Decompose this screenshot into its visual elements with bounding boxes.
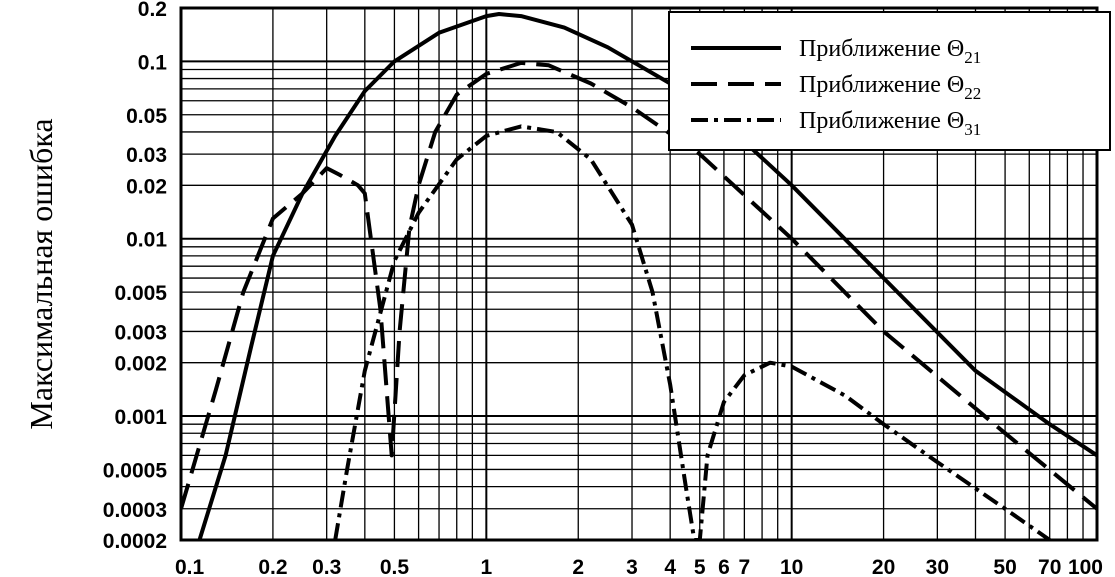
x-tick-label: 50 bbox=[993, 556, 1016, 577]
series-line-3 bbox=[333, 124, 1051, 540]
y-axis-label: Максимальная ошибка bbox=[23, 118, 59, 429]
x-tick-label: 0.3 bbox=[312, 556, 341, 577]
x-tick-label: 3 bbox=[626, 556, 638, 577]
y-tick-label: 0.01 bbox=[126, 229, 167, 252]
x-tick-labels: 0.1 0.2 0.3 0.5 1 2 3 4 5 6 7 10 20 30 50 70 100 bbox=[175, 556, 1103, 577]
y-tick-label: 0.05 bbox=[126, 105, 167, 128]
y-tick-label: 0.002 bbox=[114, 353, 167, 376]
x-tick-label: 4 bbox=[664, 556, 676, 577]
x-tick-label: 100 bbox=[1068, 556, 1103, 577]
x-tick-label: 0.1 bbox=[175, 556, 205, 577]
x-tick-label: 20 bbox=[872, 556, 895, 577]
y-tick-label: 0.005 bbox=[114, 282, 167, 305]
x-tick-label: 1 bbox=[480, 556, 492, 577]
y-tick-label: 0.0003 bbox=[103, 499, 167, 522]
x-tick-label: 6 bbox=[718, 556, 730, 577]
plot-frame bbox=[179, 6, 1099, 542]
legend-box bbox=[668, 11, 1111, 151]
x-tick-label: 5 bbox=[694, 556, 706, 577]
x-tick-label: 70 bbox=[1038, 556, 1061, 577]
x-tick-label: 10 bbox=[780, 556, 803, 577]
legend-label-2: Приближение Θ22 bbox=[799, 72, 981, 103]
y-tick-label: 0.1 bbox=[138, 51, 168, 74]
y-tick-label: 0.003 bbox=[114, 321, 167, 344]
x-tick-label: 7 bbox=[739, 556, 751, 577]
x-tick-label: 0.5 bbox=[380, 556, 410, 577]
legend: Приближение Θ21 Приближение Θ22 Приближени… bbox=[668, 11, 1111, 151]
y-tick-label: 0.0002 bbox=[103, 530, 167, 553]
series-lines bbox=[181, 12, 1097, 540]
series-line-2 bbox=[181, 60, 1097, 511]
x-tick-label: 30 bbox=[926, 556, 949, 577]
x-tick-label: 2 bbox=[572, 556, 584, 577]
series-line-1 bbox=[197, 12, 1097, 540]
y-tick-labels: 0.2 0.1 0.05 0.03 0.02 0.01 0.005 0.003 0.002 0.0… bbox=[103, 0, 168, 553]
y-tick-label: 0.2 bbox=[138, 0, 167, 21]
y-tick-label: 0.02 bbox=[126, 175, 167, 198]
x-tick-label: 0.2 bbox=[258, 556, 287, 577]
legend-label-1: Приближение Θ21 bbox=[799, 36, 981, 67]
legend-label-3: Приближение Θ31 bbox=[799, 108, 981, 139]
y-tick-label: 0.0005 bbox=[103, 459, 168, 482]
y-tick-label: 0.03 bbox=[126, 144, 167, 167]
y-tick-label: 0.001 bbox=[114, 406, 167, 429]
